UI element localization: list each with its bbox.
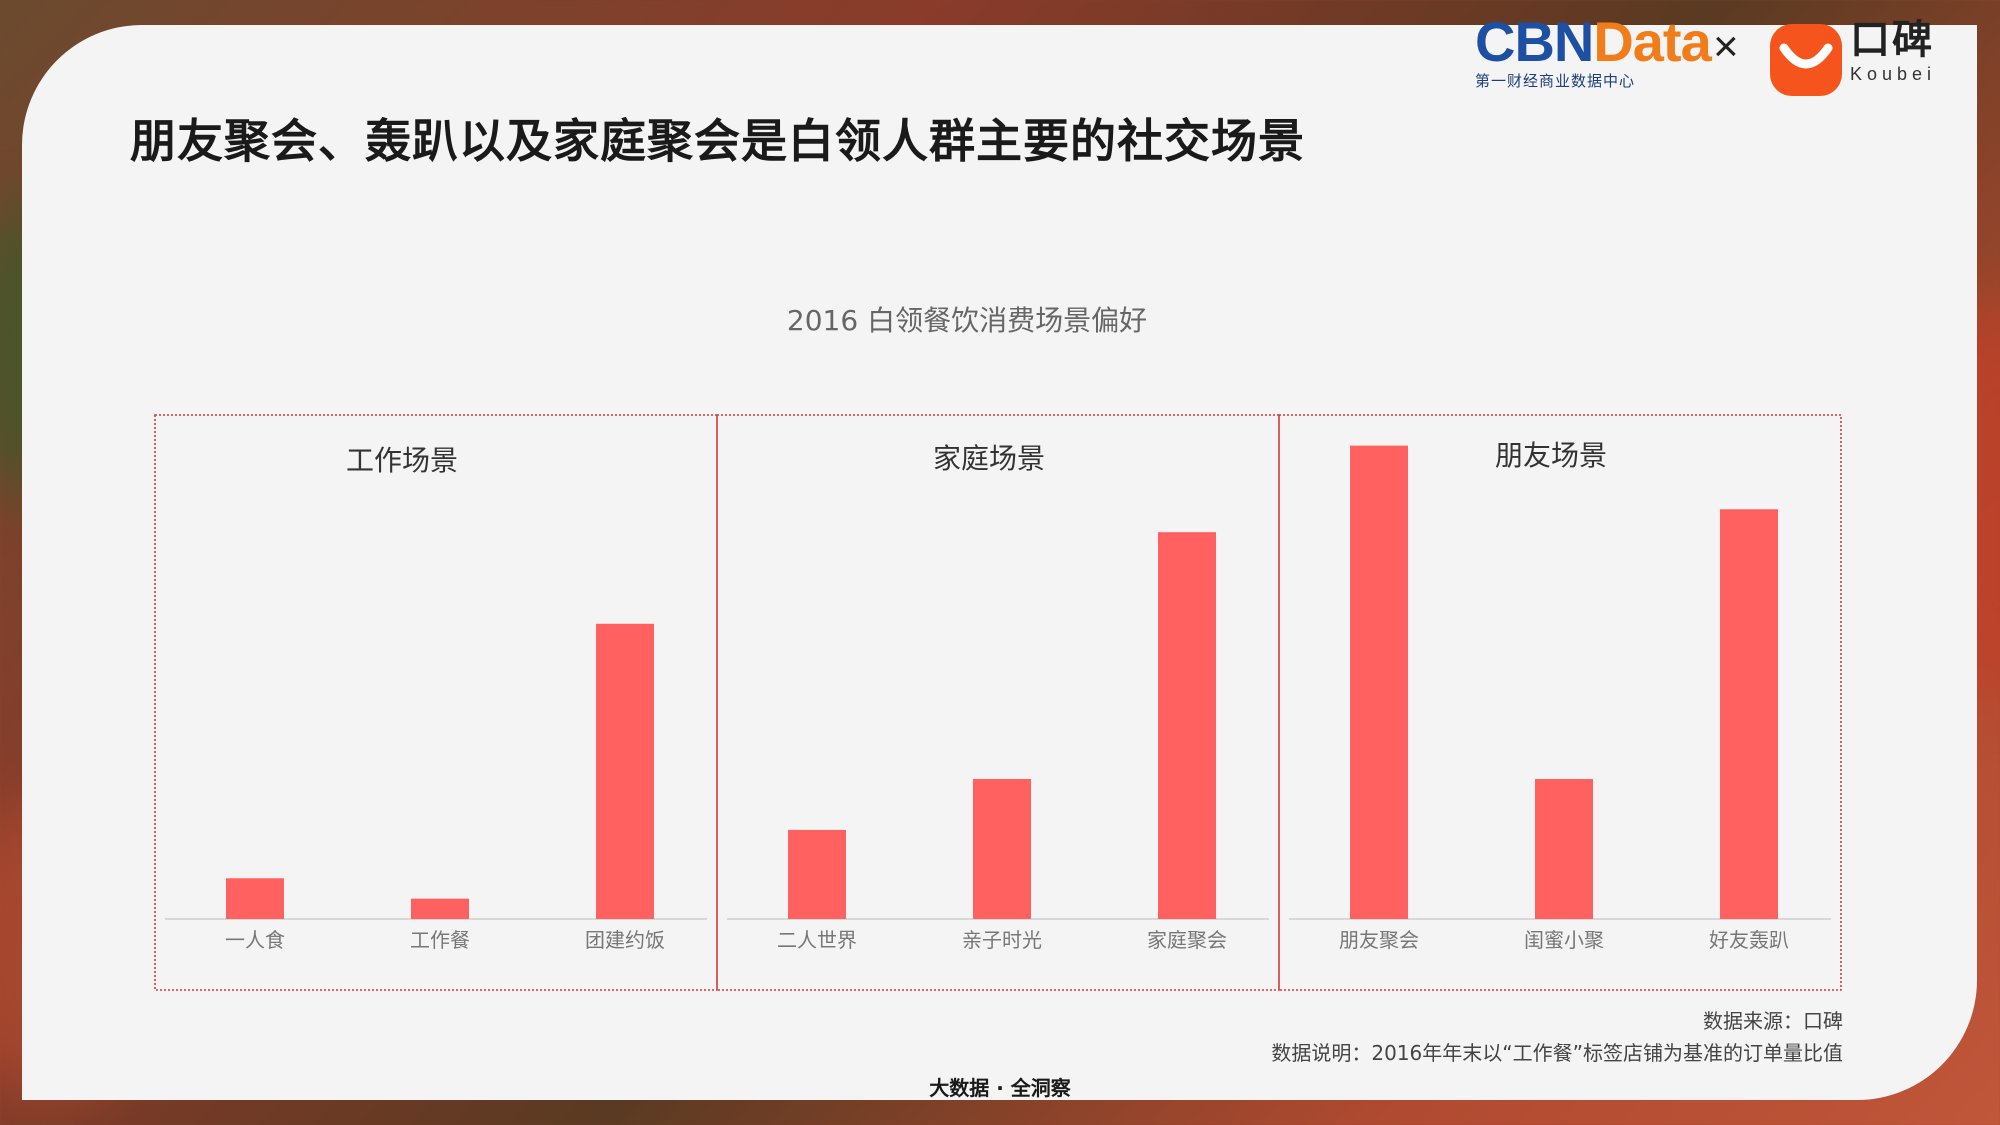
data-note: 数据说明：2016年年末以“工作餐”标签店铺为基准的订单量比值 (1271, 1041, 1843, 1065)
slide-card (22, 25, 1977, 1100)
panel-border (1278, 414, 1842, 991)
koubei-logo-en: Koubei (1850, 64, 1937, 84)
bar (226, 878, 284, 919)
bar (1720, 509, 1778, 919)
koubei-logo-cn: 口碑 (1850, 17, 1934, 63)
bar (1535, 779, 1593, 919)
panel-border (154, 414, 718, 991)
category-label: 家庭聚会 (1147, 928, 1227, 952)
group-title: 朋友场景 (1495, 439, 1607, 472)
category-label: 亲子时光 (962, 928, 1042, 952)
bar (973, 779, 1031, 919)
chart-title: 2016 白领餐饮消费场景偏好 (787, 304, 1147, 337)
footer-brand-tag: 大数据 · 全洞察 (929, 1076, 1071, 1100)
page-title: 朋友聚会、轰趴以及家庭聚会是白领人群主要的社交场景 (130, 114, 1305, 168)
cbn-logo-subtitle: 第一财经商业数据中心 (1475, 72, 1636, 90)
group-title: 家庭场景 (933, 442, 1045, 475)
panel-border (716, 414, 1280, 991)
cbn-logo-text: CBN (1475, 10, 1594, 73)
koubei-logo: 口碑 Koubei (1850, 16, 1936, 85)
bar (1350, 445, 1408, 919)
category-label: 工作餐 (410, 928, 470, 952)
bar (596, 623, 654, 919)
cbndata-logo: CBNData 第一财经商业数据中心 (1475, 10, 1712, 91)
category-label: 一人食 (225, 928, 285, 952)
times-separator: × (1713, 22, 1739, 71)
category-label: 朋友聚会 (1339, 928, 1419, 952)
group-title: 工作场景 (346, 444, 458, 477)
category-label: 二人世界 (777, 928, 857, 952)
bar (788, 829, 846, 919)
bar (411, 898, 469, 919)
data-source: 数据来源：口碑 (1703, 1009, 1843, 1033)
bar (1158, 532, 1216, 919)
koubei-smile-icon (1770, 24, 1842, 96)
data-logo-text: Data (1593, 10, 1711, 73)
category-label: 团建约饭 (585, 928, 665, 952)
category-label: 闺蜜小聚 (1524, 928, 1604, 952)
category-label: 好友轰趴 (1709, 928, 1789, 952)
